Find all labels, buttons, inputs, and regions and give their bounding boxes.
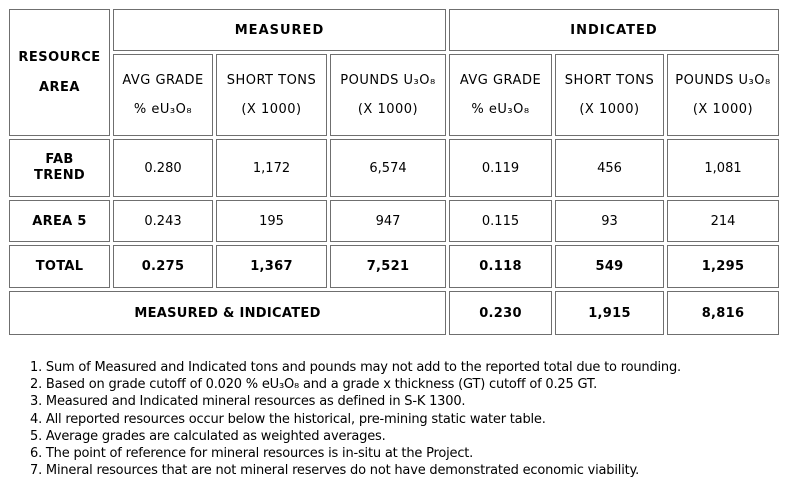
cell-measured-pounds: 7,521 [330, 245, 446, 288]
column-header-row: AVG GRADE % eU₃O₈ SHORT TONS (X 1000) PO… [9, 54, 779, 136]
footnotes-section: 1. Sum of Measured and Indicated tons an… [30, 359, 808, 479]
indicated-group-header: INDICATED [449, 9, 779, 51]
footnote-6: 6. The point of reference for mineral re… [30, 446, 474, 462]
footnote-5: 5. Average grades are calculated as weig… [30, 428, 386, 444]
header-line1: SHORT TONS [226, 73, 317, 88]
table-row-measured-and-indicated: MEASURED & INDICATED 0.230 1,915 8,816 [9, 291, 779, 335]
cell-indicated-avg-grade: 0.119 [449, 139, 552, 197]
footnote-4: 4. All reported resources occur below th… [30, 411, 546, 427]
cell-measured-pounds: 947 [330, 200, 446, 242]
cell-measured-short-tons: 1,367 [216, 245, 327, 288]
header-line2: (X 1000) [357, 102, 419, 117]
header-line1: POUNDS U₃O₈ [340, 73, 436, 88]
measured-avg-grade-header: AVG GRADE % eU₃O₈ [113, 54, 213, 136]
header-line2: (X 1000) [579, 102, 640, 117]
footnote-3: 3. Measured and Indicated mineral resour… [30, 394, 466, 410]
row-label-line2: TREND [34, 168, 85, 183]
cell-indicated-short-tons: 93 [555, 200, 664, 242]
header-line1: POUNDS U₃O₈ [675, 73, 771, 88]
table-row-area-5: AREA 5 0.243 195 947 0.115 93 214 [9, 200, 779, 242]
cell-indicated-avg-grade: 0.115 [449, 200, 552, 242]
row-label-total: TOTAL [9, 245, 110, 288]
cell-indicated-pounds: 214 [667, 200, 779, 242]
cell-indicated-pounds: 1,295 [667, 245, 779, 288]
table-row-fab-trend: FAB TREND 0.280 1,172 6,574 0.119 456 1,… [9, 139, 779, 197]
row-label-line1: FAB [45, 152, 74, 167]
cell-measured-avg-grade: 0.280 [113, 139, 213, 197]
header-line2: % eU₃O₈ [471, 102, 530, 117]
resource-area-label-line2: AREA [38, 79, 80, 95]
resource-area-label-line1: RESOURCE [18, 49, 101, 65]
header-line1: AVG GRADE [459, 73, 542, 88]
cell-measured-short-tons: 1,172 [216, 139, 327, 197]
header-line1: AVG GRADE [122, 73, 204, 88]
cell-summary-pounds: 8,816 [667, 291, 779, 335]
footnote-2: 2. Based on grade cutoff of 0.020 % eU₃O… [30, 377, 597, 393]
table-row-total: TOTAL 0.275 1,367 7,521 0.118 549 1,295 [9, 245, 779, 288]
cell-indicated-pounds: 1,081 [667, 139, 779, 197]
cell-measured-avg-grade: 0.243 [113, 200, 213, 242]
footnote-1: 1. Sum of Measured and Indicated tons an… [30, 360, 681, 375]
header-line2: (X 1000) [692, 102, 754, 117]
group-header-row: RESOURCE AREA MEASURED INDICATED [9, 9, 779, 136]
measured-pounds-header: POUNDS U₃O₈ (X 1000) [330, 54, 446, 136]
indicated-short-tons-header: SHORT TONS (X 1000) [555, 54, 664, 136]
indicated-pounds-header: POUNDS U₃O₈ (X 1000) [667, 54, 779, 136]
row-label-area-5: AREA 5 [9, 200, 110, 242]
summary-label: MEASURED & INDICATED [9, 291, 446, 335]
measured-short-tons-header: SHORT TONS (X 1000) [216, 54, 327, 136]
cell-measured-pounds: 6,574 [330, 139, 446, 197]
cell-indicated-short-tons: 549 [555, 245, 664, 288]
indicated-avg-grade-header: AVG GRADE % eU₃O₈ [449, 54, 552, 136]
cell-indicated-short-tons: 456 [555, 139, 664, 197]
cell-summary-short-tons: 1,915 [555, 291, 664, 335]
cell-summary-avg-grade: 0.230 [449, 291, 552, 335]
resource-area-header-cell: RESOURCE AREA [9, 9, 110, 136]
header-line2: (X 1000) [241, 102, 302, 117]
cell-indicated-avg-grade: 0.118 [449, 245, 552, 288]
header-line1: SHORT TONS [564, 73, 655, 88]
cell-measured-short-tons: 195 [216, 200, 327, 242]
measured-group-header: MEASURED [113, 9, 446, 51]
header-line2: % eU₃O₈ [133, 102, 193, 117]
row-label-fab-trend: FAB TREND [9, 139, 110, 197]
cell-measured-avg-grade: 0.275 [113, 245, 213, 288]
footnote-7: 7. Mineral resources that are not minera… [30, 463, 640, 479]
mineral-resource-table: RESOURCE AREA MEASURED INDICATED AVG GRA… [6, 6, 782, 338]
